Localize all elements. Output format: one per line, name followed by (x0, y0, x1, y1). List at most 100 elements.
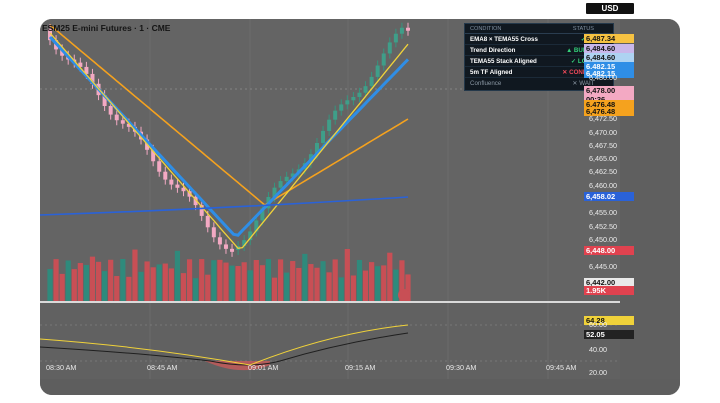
volume-bar (277, 259, 284, 301)
volume-bar (53, 259, 59, 301)
candle-body (78, 62, 83, 67)
condition-label: 5m TF Aligned (470, 68, 513, 76)
volume-bar (138, 271, 144, 301)
volume-bar (381, 265, 387, 301)
price-tick: 6,470.00 (589, 128, 617, 137)
volume-bar (132, 249, 138, 301)
candle-body (393, 33, 398, 43)
oscillator-tick: 40.00 (589, 345, 607, 354)
table-row: 5m TF Aligned ✕ CONFLICTS (465, 67, 613, 78)
candle-body (260, 208, 265, 221)
candle-body (230, 248, 235, 252)
candle-body (399, 27, 404, 34)
table-row: TEMA55 Stack Aligned ✓ LONG (465, 56, 613, 67)
oscillator-tick: 20.00 (589, 368, 607, 377)
volume-bar (332, 259, 338, 301)
volume-bar (405, 274, 411, 301)
candle-body (211, 227, 216, 238)
oscillator-line (40, 332, 409, 366)
volume-bar (144, 261, 150, 301)
price-tick: 6,462.50 (589, 167, 617, 176)
candle-body (181, 187, 186, 192)
time-label: 09:30 AM (446, 363, 477, 372)
candle-body (369, 76, 374, 87)
signal-line (40, 324, 409, 366)
time-axis[interactable] (40, 379, 680, 395)
volume-bar (65, 260, 71, 301)
price-chart (40, 19, 620, 301)
chart-frame: ESM25 E-mini Futures · 1 · CME CONDITION… (40, 19, 680, 395)
volume-bar (344, 249, 350, 301)
volume-bar (235, 266, 241, 301)
table-row: Confluence ✕ WAIT (465, 78, 613, 89)
price-marker-label: 6,476.48 (584, 107, 634, 116)
volume-bar (168, 268, 174, 301)
candle-body (102, 95, 107, 107)
currency-label[interactable]: USD (586, 3, 634, 14)
price-marker-label: 6,484.60 (584, 53, 634, 62)
condition-label: TEMA55 Stack Aligned (470, 57, 537, 65)
condition-label: Trend Direction (470, 46, 516, 54)
volume-bar (223, 262, 229, 301)
price-marker-label: 6,458.02 (584, 192, 634, 201)
status-value: ▲ BULLISH (566, 46, 601, 54)
candle-body (345, 100, 350, 105)
volume-bar (399, 260, 405, 301)
volume-bar (356, 259, 363, 301)
candle-body (175, 184, 180, 188)
candle-body (193, 196, 198, 206)
price-marker-label: 6,448.00 (584, 246, 634, 255)
volume-bar (314, 267, 320, 301)
price-tick: 6,450.00 (589, 235, 617, 244)
volume-bar (59, 273, 65, 301)
volume-bar (217, 259, 223, 301)
volume-bar (253, 260, 259, 301)
volume-bar (241, 262, 247, 301)
volume-bar (211, 260, 217, 301)
volume-bar (368, 262, 375, 301)
candle-body (387, 42, 392, 54)
volume-bar (290, 261, 296, 301)
price-tick: 6,455.00 (589, 208, 617, 217)
price-tick: 6,445.00 (589, 262, 617, 271)
price-marker-label: 6,478.00 (584, 86, 634, 95)
pane-separator[interactable] (40, 301, 680, 303)
volume-bar (95, 261, 102, 301)
price-marker-label: 6,482.15 (584, 62, 634, 71)
candle-body (381, 53, 386, 66)
condition-label: EMA8 × TEMA55 Cross (470, 35, 538, 43)
volume-bar (120, 259, 126, 301)
oscillator-pane[interactable] (40, 303, 620, 379)
table-row: Trend Direction ▲ BULLISH (465, 45, 613, 56)
price-marker-label: 00:36 (584, 95, 634, 104)
candle-body (187, 191, 192, 197)
price-marker-label: 6,484.60 (584, 44, 634, 53)
volume-bar (174, 250, 181, 301)
price-tick: 6,472.50 (589, 114, 617, 123)
time-label: 09:15 AM (345, 363, 376, 372)
candle-body (284, 176, 289, 182)
time-label: 09:01 AM (248, 363, 279, 372)
candle-body (169, 179, 174, 185)
long-ma-line (40, 196, 409, 216)
candle-body (60, 49, 65, 56)
volume-bar (102, 271, 108, 301)
chart-title[interactable]: ESM25 E-mini Futures · 1 · CME (42, 23, 171, 33)
candle-body (406, 27, 410, 31)
candle-body (327, 119, 332, 131)
table-row: EMA8 × TEMA55 Cross ✓ (465, 34, 613, 45)
volume-bar (265, 259, 272, 301)
candle-body (339, 104, 344, 111)
status-value: ✓ LONG (571, 57, 596, 65)
price-pane[interactable]: ESM25 E-mini Futures · 1 · CME CONDITION… (40, 19, 620, 301)
oscillator-tick: 60.00 (589, 320, 607, 329)
volume-bar (259, 265, 265, 301)
price-marker-label: 1.95K (584, 286, 634, 295)
volume-bar (271, 277, 278, 301)
status-value: ✓ (554, 36, 613, 43)
candle-body (108, 106, 113, 115)
candle-body (223, 244, 228, 249)
candle-body (90, 73, 95, 84)
oscillator-value-label: 52.05 (584, 330, 634, 339)
status-value: ✕ WAIT (572, 80, 595, 87)
